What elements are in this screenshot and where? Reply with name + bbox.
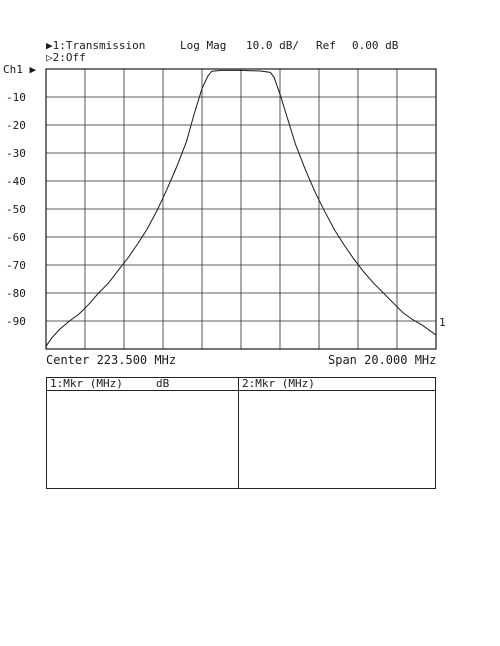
- channel-label: Ch1 ▶: [3, 63, 37, 76]
- marker-table: 1:Mkr (MHz) dB 2:Mkr (MHz): [46, 377, 436, 489]
- y-tick-label: -30: [6, 147, 26, 160]
- plot-grid: [46, 69, 436, 349]
- y-tick-label: -80: [6, 287, 26, 300]
- y-tick-label: -40: [6, 175, 26, 188]
- marker-table-header-rule: [47, 390, 435, 391]
- ref-label: Ref: [316, 39, 336, 52]
- y-tick-label: -50: [6, 203, 26, 216]
- transmission-trace: [45, 69, 437, 347]
- marker1-header: 1:Mkr (MHz) dB: [50, 377, 170, 390]
- format-label: Log Mag: [180, 39, 227, 52]
- marker2-header: 2:Mkr (MHz): [242, 377, 315, 390]
- center-frequency: Center 223.500 MHz: [46, 353, 177, 367]
- y-tick-label: -20: [6, 119, 26, 132]
- scale-label: 10.0 dB/: [246, 39, 299, 52]
- marker-table-divider: [238, 378, 239, 488]
- y-tick-label: -70: [6, 259, 26, 272]
- ref-value: 0.00 dB: [352, 39, 399, 52]
- y-tick-label: -10: [6, 91, 26, 104]
- y-tick-label: -60: [6, 231, 26, 244]
- span-frequency: Span 20.000 MHz: [328, 353, 437, 367]
- y-tick-label: -90: [6, 315, 26, 328]
- trace-end-label: 1: [439, 316, 446, 329]
- plot-frame: [45, 68, 437, 350]
- ch2-marker-label: ▷2:Off: [46, 51, 86, 64]
- chart-svg: -10 -20 -30 -40 -50 -60 -70 -80 -90: [6, 68, 437, 350]
- ch1-marker-label: ▶1:Transmission: [46, 39, 146, 52]
- y-tick-labels: -10 -20 -30 -40 -50 -60 -70 -80 -90: [6, 91, 26, 328]
